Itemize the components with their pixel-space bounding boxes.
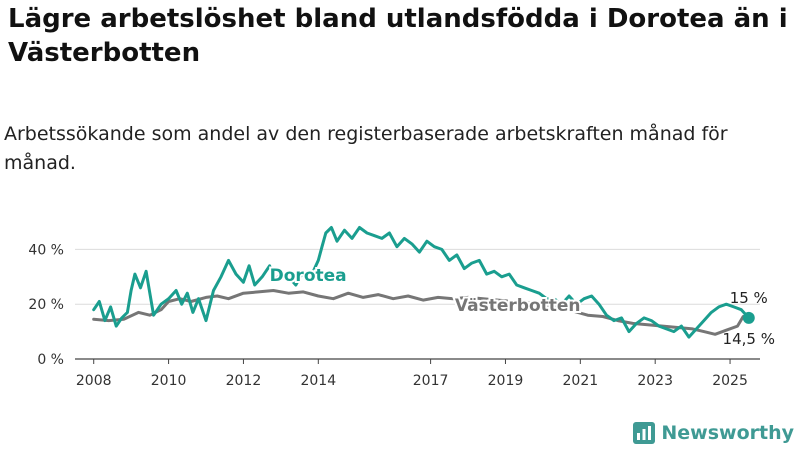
- x-tick-label: 2021: [563, 373, 599, 389]
- x-tick-label: 2014: [300, 373, 336, 389]
- x-tick-label: 2017: [413, 373, 449, 389]
- x-tick-label: 2019: [488, 373, 524, 389]
- series-name-vasterbotten: Västerbotten: [455, 296, 581, 316]
- chart-subtitle: Arbetssökande som andel av den registerb…: [4, 123, 728, 174]
- series-line-dorotea: [92, 226, 751, 339]
- x-tick-label: 2025: [712, 373, 748, 389]
- end-label-dorotea: 15 %: [730, 289, 768, 307]
- series-lines: [92, 226, 755, 339]
- x-axis: 2008 2010 2012 2014 2017 2019 2021 2023 2025: [76, 359, 748, 389]
- end-point-dorotea: [742, 311, 755, 324]
- newsworthy-logo-icon: [633, 422, 656, 444]
- series-labels: Västerbotten Dorotea 15 % 14,5 %: [268, 264, 775, 348]
- x-tick-label: 2012: [226, 373, 262, 389]
- brand-name: Newsworthy: [661, 422, 794, 444]
- end-label-vasterbotten: 14,5 %: [723, 330, 775, 348]
- y-tick-label: 0 %: [37, 352, 64, 368]
- x-tick-label: 2010: [151, 373, 187, 389]
- y-axis-ticks: 0 % 20 % 40 %: [28, 242, 64, 368]
- x-tick-label: 2023: [637, 373, 673, 389]
- y-tick-label: 40 %: [28, 242, 64, 258]
- x-tick-label: 2008: [76, 373, 112, 389]
- chart-title: Lägre arbetslöshet bland utlandsfödda i …: [8, 4, 788, 68]
- series-name-dorotea: Dorotea: [270, 266, 347, 286]
- gridlines: [75, 248, 760, 360]
- y-tick-label: 20 %: [28, 297, 64, 313]
- newsworthy-brand: Newsworthy: [633, 422, 794, 444]
